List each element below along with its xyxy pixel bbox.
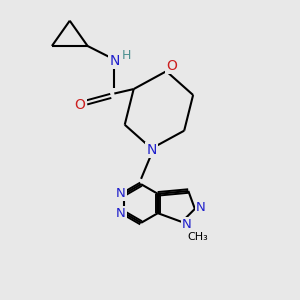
Text: H: H [122, 49, 131, 62]
Text: N: N [116, 187, 126, 200]
Text: N: N [109, 54, 119, 68]
Text: CH₃: CH₃ [187, 232, 208, 242]
Text: N: N [116, 207, 126, 220]
Text: N: N [182, 218, 191, 231]
Text: N: N [146, 143, 157, 157]
Text: O: O [75, 98, 86, 112]
Text: O: O [166, 59, 177, 73]
Text: N: N [196, 201, 206, 214]
